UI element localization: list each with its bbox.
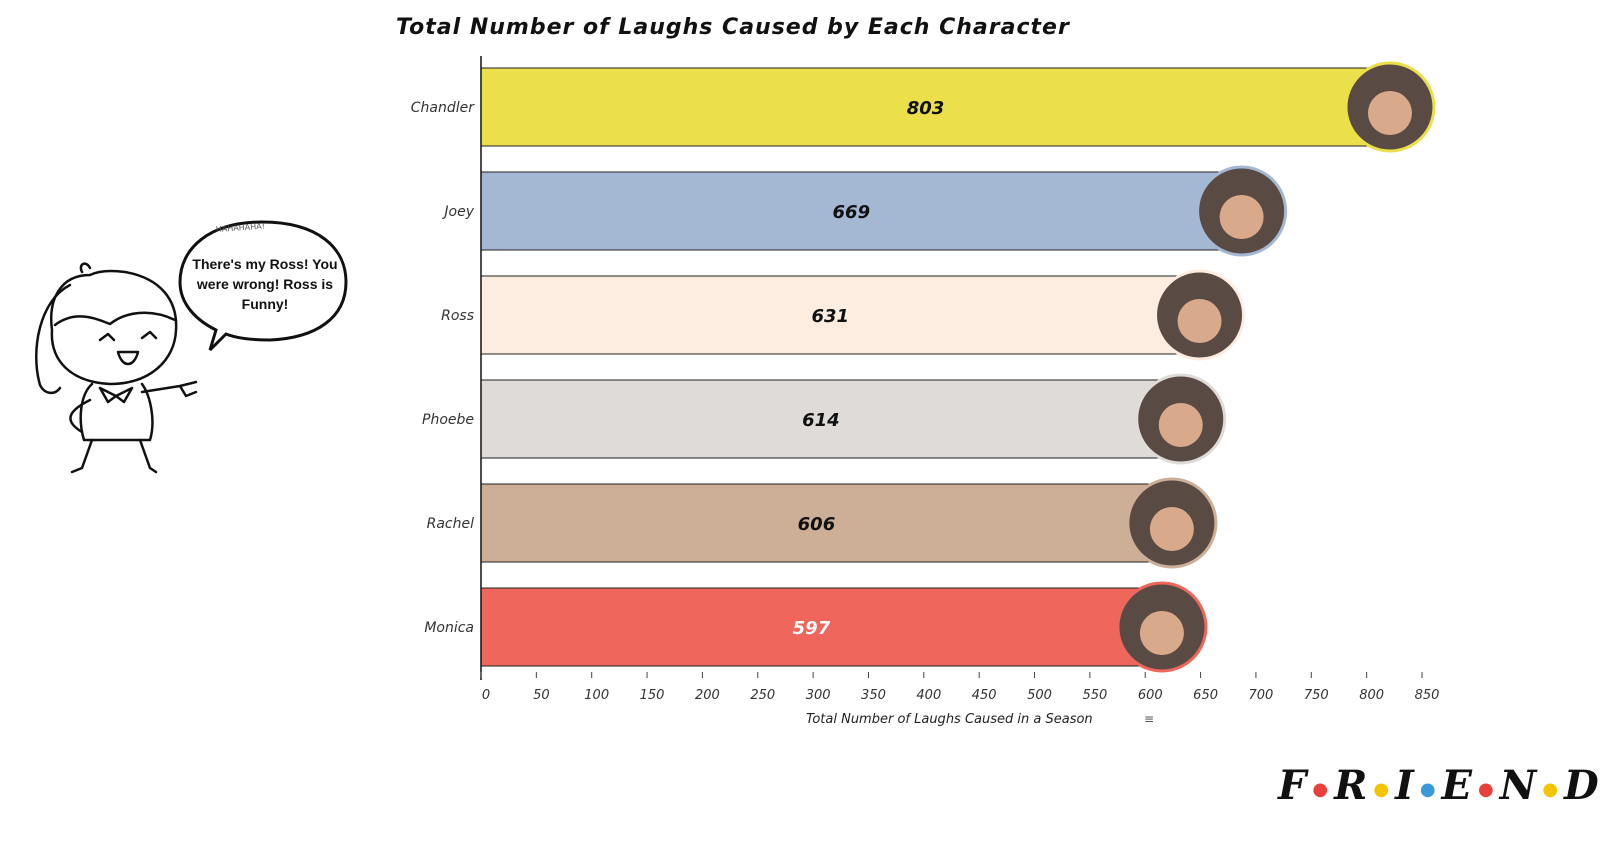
value-label-ross: 631 [811, 306, 849, 327]
value-label-chandler: 803 [907, 98, 945, 119]
x-tick-label: 750 [1304, 688, 1329, 703]
avatar-face-rachel [1149, 507, 1194, 551]
bars-layer [480, 67, 1371, 667]
logo-dot: ● [1373, 778, 1392, 800]
x-tick-label: 450 [972, 688, 997, 703]
category-labels-layer: Chandler Joey Ross Phoebe Rachel Monica [411, 100, 475, 636]
logo-letter: I [1395, 762, 1416, 809]
cartoon-girl-illustration [35, 262, 198, 474]
avatar-face-ross [1177, 299, 1222, 343]
category-label-phoebe: Phoebe [422, 412, 474, 428]
logo-letter: D [1564, 762, 1600, 809]
logo-dot: ● [1419, 778, 1438, 800]
friends-logo: F●R●I●E●N●D●S [1278, 762, 1600, 809]
x-tick-label: 550 [1082, 688, 1107, 703]
logo-letter: E [1441, 762, 1475, 809]
logo-dot: ● [1312, 778, 1331, 800]
x-tick-label: 0 [482, 688, 490, 703]
logo-letter: N [1499, 762, 1539, 809]
x-tick-label: 850 [1415, 688, 1440, 703]
value-labels-layer: 803 669 631 614 606 597 [793, 98, 945, 639]
x-tick-label: 700 [1249, 688, 1274, 703]
x-tick-label: 600 [1138, 688, 1163, 703]
x-tick-label: 500 [1027, 688, 1052, 703]
bar-monica [480, 587, 1143, 667]
category-label-ross: Ross [441, 308, 474, 324]
category-label-joey: Joey [441, 204, 474, 220]
x-tick-label: 200 [695, 688, 720, 703]
x-tick-label: 350 [861, 688, 886, 703]
avatar-face-chandler [1367, 91, 1412, 135]
logo-dot: ● [1478, 778, 1496, 800]
speech-bubble: HAHAHAHA! [178, 220, 348, 352]
avatars-layer [1116, 61, 1436, 673]
bar-ross [480, 275, 1181, 355]
category-label-monica: Monica [424, 620, 474, 636]
value-label-rachel: 606 [798, 514, 836, 535]
logo-letter: R [1334, 762, 1370, 809]
category-label-rachel: Rachel [427, 516, 474, 532]
sort-icon[interactable]: ≡ [1144, 712, 1154, 726]
x-tick-label: 800 [1359, 688, 1384, 703]
bar-phoebe [480, 379, 1162, 459]
logo-letter: F [1278, 762, 1309, 809]
x-tick-label: 150 [640, 688, 665, 703]
x-tick-label: 400 [916, 688, 941, 703]
chart-title: Total Number of Laughs Caused by Each Ch… [396, 15, 1070, 40]
value-label-monica: 597 [793, 618, 831, 639]
bar-chandler [480, 67, 1371, 147]
x-axis-ticks: 0 50 100 150 200 250 300 350 400 450 500 550 600 650 7… [480, 672, 1440, 703]
bar-joey [480, 171, 1223, 251]
x-tick-label: 300 [806, 688, 831, 703]
value-label-joey: 669 [833, 202, 871, 223]
category-label-chandler: Chandler [411, 100, 475, 116]
x-tick-label: 100 [584, 688, 609, 703]
logo-dot: ● [1542, 778, 1561, 800]
avatar-face-monica [1139, 611, 1184, 655]
x-axis-label: Total Number of Laughs Caused in a Seaso… [806, 712, 1093, 727]
laugh-text: HAHAHAHA! [216, 222, 266, 234]
x-tick-label: 250 [750, 688, 775, 703]
speech-bubble-text: There's my Ross! You were wrong! Ross is… [192, 256, 338, 312]
x-tick-label: 650 [1193, 688, 1218, 703]
x-tick-label: 50 [533, 688, 550, 703]
avatar-face-phoebe [1158, 403, 1203, 447]
value-label-phoebe: 614 [802, 410, 840, 431]
avatar-face-joey [1219, 195, 1264, 239]
bar-rachel [480, 483, 1153, 563]
